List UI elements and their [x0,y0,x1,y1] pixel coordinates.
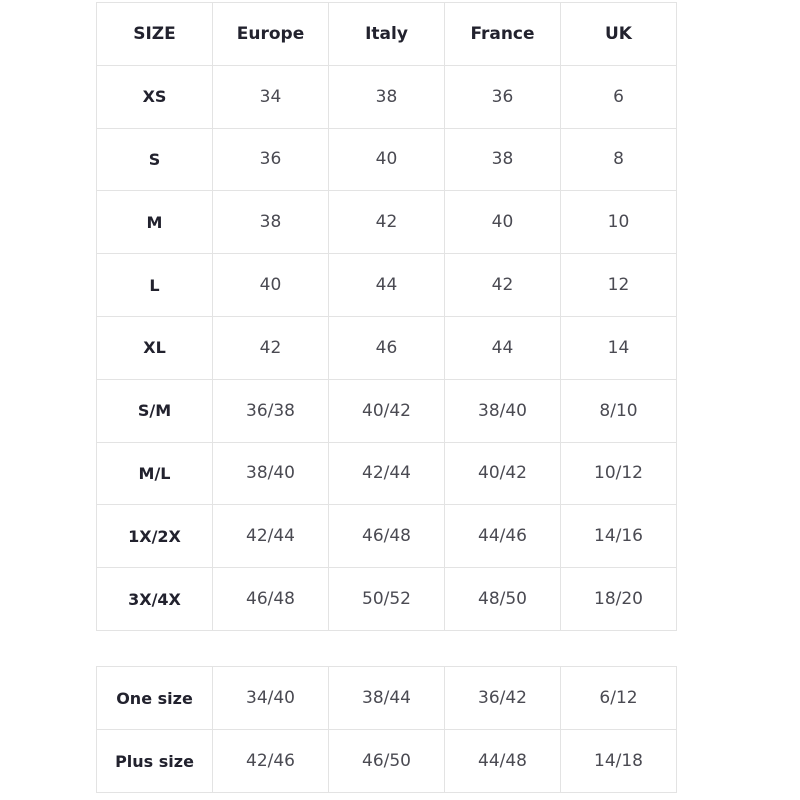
cell-europe: 36 [212,127,329,192]
table-row: One size 34/40 38/44 36/42 6/12 [96,665,677,731]
size-label: S [96,127,213,192]
cell-uk: 14/18 [560,729,677,794]
table-row: 1X/2X 42/44 46/48 44/46 14/16 [96,504,677,569]
table-row: S/M 36/38 40/42 38/40 8/10 [96,378,677,443]
table-row: L 40 44 42 12 [96,253,677,317]
cell-uk: 10/12 [560,441,677,506]
cell-italy: 38 [328,64,445,129]
table-row: 3X/4X 46/48 50/52 48/50 18/20 [96,567,677,631]
table-row: Plus size 42/46 46/50 44/48 14/18 [96,729,677,794]
cell-uk: 18/20 [560,567,677,631]
cell-europe: 46/48 [212,567,329,631]
cell-uk: 10 [560,190,677,255]
cell-italy: 50/52 [328,567,445,631]
cell-italy: 44 [328,253,445,317]
cell-europe: 42 [212,315,329,380]
cell-france: 38/40 [444,378,561,443]
size-label: S/M [96,378,213,443]
cell-france: 42 [444,253,561,317]
header-row: SIZE Europe Italy France UK [96,2,677,66]
cell-france: 48/50 [444,567,561,631]
table-row: M/L 38/40 42/44 40/42 10/12 [96,441,677,506]
cell-italy: 46/48 [328,504,445,569]
size-conversion-table: SIZE Europe Italy France UK XS 34 38 36 6 S 36 40 38… [96,2,677,631]
cell-france: 36/42 [444,665,561,731]
cell-italy: 40/42 [328,378,445,443]
size-label: XS [96,64,213,129]
header-europe: Europe [212,2,329,66]
cell-uk: 12 [560,253,677,317]
cell-italy: 40 [328,127,445,192]
header-france: France [444,2,561,66]
cell-europe: 34/40 [212,665,329,731]
cell-uk: 8 [560,127,677,192]
cell-italy: 38/44 [328,665,445,731]
cell-france: 44 [444,315,561,380]
header-italy: Italy [328,2,445,66]
cell-france: 44/46 [444,504,561,569]
cell-uk: 6 [560,64,677,129]
cell-uk: 6/12 [560,665,677,731]
cell-europe: 36/38 [212,378,329,443]
special-size-table: One size 34/40 38/44 36/42 6/12 Plus size 42/4… [96,665,677,794]
size-label: Plus size [96,729,213,794]
cell-europe: 42/46 [212,729,329,794]
table-row: XL 42 46 44 14 [96,315,677,380]
header-uk: UK [560,2,677,66]
cell-uk: 14 [560,315,677,380]
cell-europe: 38 [212,190,329,255]
cell-italy: 46/50 [328,729,445,794]
cell-europe: 40 [212,253,329,317]
cell-france: 44/48 [444,729,561,794]
header-size: SIZE [96,2,213,66]
size-label: XL [96,315,213,380]
table-row: XS 34 38 36 6 [96,64,677,129]
cell-france: 36 [444,64,561,129]
cell-france: 38 [444,127,561,192]
cell-france: 40 [444,190,561,255]
size-label: 1X/2X [96,504,213,569]
table-row: S 36 40 38 8 [96,127,677,192]
size-label: M/L [96,441,213,506]
cell-italy: 42 [328,190,445,255]
cell-europe: 42/44 [212,504,329,569]
size-label: One size [96,665,213,731]
cell-europe: 38/40 [212,441,329,506]
cell-italy: 46 [328,315,445,380]
size-label: 3X/4X [96,567,213,631]
cell-uk: 14/16 [560,504,677,569]
cell-europe: 34 [212,64,329,129]
cell-uk: 8/10 [560,378,677,443]
size-label: L [96,253,213,317]
size-label: M [96,190,213,255]
table-row: M 38 42 40 10 [96,190,677,255]
cell-italy: 42/44 [328,441,445,506]
cell-france: 40/42 [444,441,561,506]
